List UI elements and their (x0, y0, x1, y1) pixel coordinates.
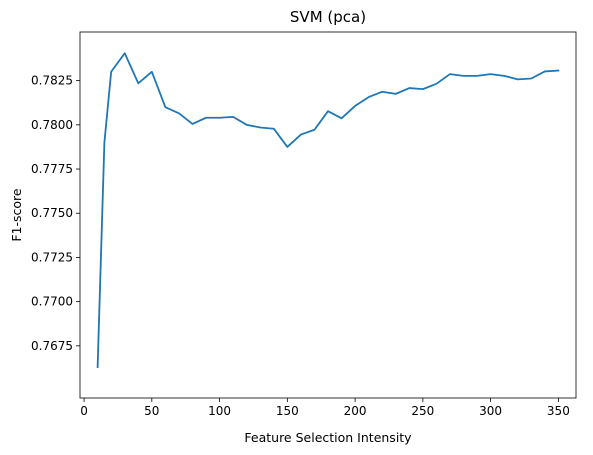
y-axis-ticks: 0.7675 0.7700 0.7725 0.7750 0.7775 0.7800 0.78… (31, 74, 80, 353)
x-tick-label: 250 (411, 404, 434, 418)
plot-area: 0 50 100 150 200 250 300 350 0.7675 0.7700 0.7725… (31, 31, 577, 418)
y-tick-label: 0.7750 (31, 206, 73, 220)
x-tick-label: 100 (208, 404, 231, 418)
x-tick-label: 50 (144, 404, 159, 418)
x-tick-label: 350 (547, 404, 570, 418)
x-tick-label: 150 (276, 404, 299, 418)
x-axis-label: Feature Selection Intensity (244, 430, 412, 445)
series-line (96, 52, 560, 368)
chart-title: SVM (pca) (290, 8, 366, 26)
y-tick-label: 0.7675 (31, 339, 73, 353)
x-tick-label: 200 (344, 404, 367, 418)
y-tick-label: 0.7825 (31, 74, 73, 88)
y-tick-label: 0.7800 (31, 118, 73, 132)
y-axis-label: F1-score (9, 188, 24, 242)
x-axis-ticks: 0 50 100 150 200 250 300 350 (80, 398, 570, 418)
x-tick-label: 0 (80, 404, 88, 418)
x-tick-label: 300 (479, 404, 502, 418)
y-tick-label: 0.7700 (31, 295, 73, 309)
plot-frame (79, 31, 577, 399)
series-layer (96, 52, 560, 368)
y-tick-label: 0.7725 (31, 250, 73, 264)
y-tick-label: 0.7775 (31, 162, 73, 176)
